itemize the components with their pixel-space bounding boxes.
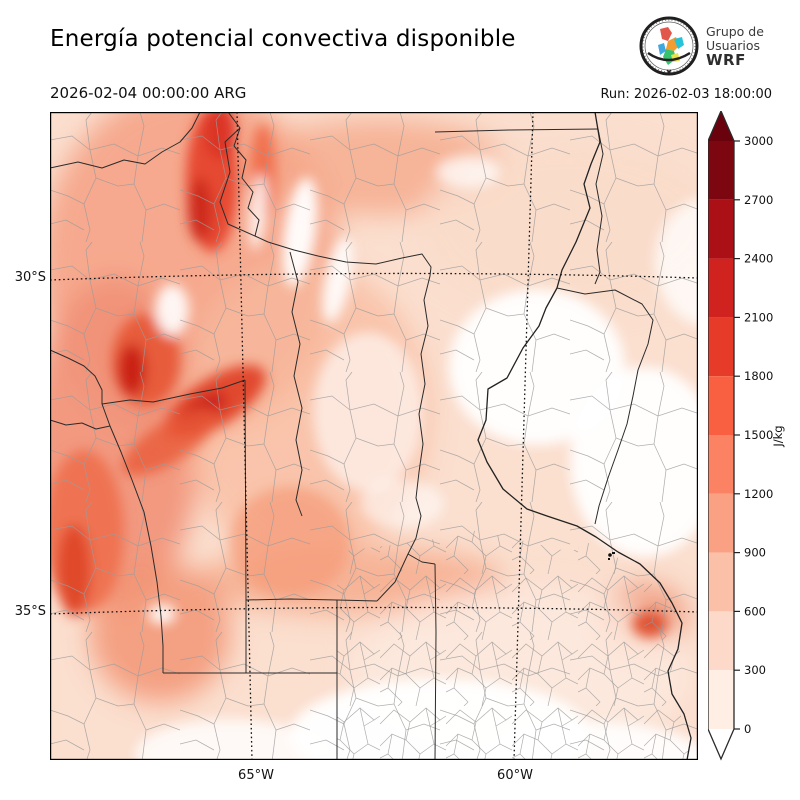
wrf-logo-icon xyxy=(639,16,699,76)
colorbar-canvas: 3000 2700 2400 2100 1800 1500 1200 900 6… xyxy=(707,109,785,761)
svg-text:1500: 1500 xyxy=(744,428,773,442)
page-title: Energía potencial convectiva disponible xyxy=(50,26,516,52)
svg-text:2700: 2700 xyxy=(744,193,773,207)
colorbar-segments xyxy=(708,141,734,729)
svg-text:600: 600 xyxy=(744,604,766,618)
svg-text:2400: 2400 xyxy=(744,252,773,266)
valid-time-label: 2026-02-04 00:00:00 ARG xyxy=(50,84,247,102)
svg-text:900: 900 xyxy=(744,546,766,560)
logo-org-line1: Grupo de xyxy=(706,24,764,39)
colorbar-unit-label: J/kg xyxy=(771,425,785,447)
run-time-label: Run: 2026-02-03 18:00:00 xyxy=(600,87,772,102)
colorbar-tick-labels: 3000 2700 2400 2100 1800 1500 1200 900 6… xyxy=(744,134,773,736)
province-boundaries xyxy=(50,112,654,760)
colorbar: 3000 2700 2400 2100 1800 1500 1200 900 6… xyxy=(707,109,798,791)
svg-text:300: 300 xyxy=(744,663,766,677)
logo-org-line2: Usuarios xyxy=(706,38,761,53)
city-marker xyxy=(608,552,615,560)
cape-map xyxy=(50,112,698,760)
colorbar-under-arrow xyxy=(708,729,734,759)
river-coast-lines xyxy=(477,112,692,760)
map-frame xyxy=(50,112,698,760)
lat-label-35s: 35°S xyxy=(14,604,46,619)
svg-text:3000: 3000 xyxy=(744,134,773,148)
department-boundaries-dense xyxy=(337,530,690,760)
lon-label-65w: 65°W xyxy=(238,768,274,783)
colorbar-over-arrow xyxy=(708,111,734,141)
lon-label-60w: 60°W xyxy=(497,768,533,783)
colorbar-tick-marks xyxy=(734,140,740,730)
logo-org-line3: WRF xyxy=(706,51,746,69)
svg-text:0: 0 xyxy=(744,722,751,736)
wrf-logo: Grupo de Usuarios WRF xyxy=(638,12,798,80)
cape-map-canvas xyxy=(50,112,698,760)
svg-text:1200: 1200 xyxy=(744,487,773,501)
svg-text:1800: 1800 xyxy=(744,369,773,383)
svg-text:2100: 2100 xyxy=(744,310,773,324)
lat-label-30s: 30°S xyxy=(14,270,46,285)
